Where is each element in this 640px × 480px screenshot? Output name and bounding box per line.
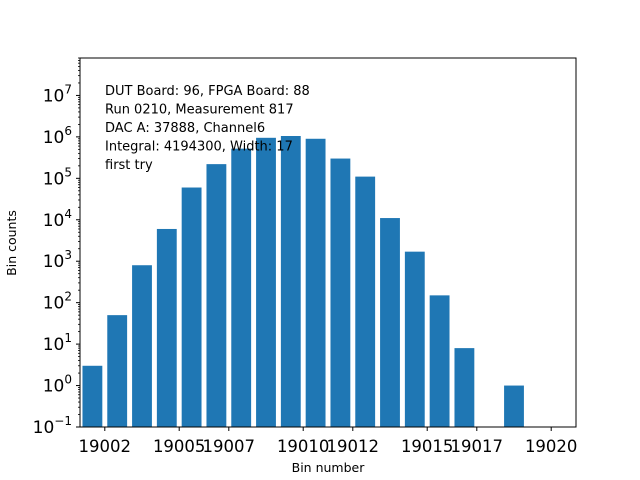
bar-19009 bbox=[280, 136, 301, 427]
y-tick-label: 101 bbox=[43, 331, 72, 355]
bars-group bbox=[82, 136, 524, 428]
y-tick-label: 105 bbox=[43, 165, 72, 189]
bar-19001 bbox=[82, 365, 103, 427]
bar-19007 bbox=[231, 148, 252, 427]
x-tick-label: 19002 bbox=[79, 437, 132, 456]
x-tick-label: 19010 bbox=[277, 437, 330, 456]
y-tick-label: 102 bbox=[43, 290, 72, 314]
y-tick-label: 104 bbox=[43, 207, 72, 231]
x-tick-label: 19012 bbox=[327, 437, 380, 456]
y-tick-label: 103 bbox=[43, 248, 72, 272]
info-line: DUT Board: 96, FPGA Board: 88 bbox=[105, 84, 310, 99]
x-tick-label: 19007 bbox=[203, 437, 256, 456]
x-axis-label: Bin number bbox=[292, 460, 366, 475]
y-axis-ticks: 10−1 100 101 102 103 104 105 106 107 bbox=[33, 82, 80, 438]
x-tick-label: 19005 bbox=[153, 437, 206, 456]
bar-19006 bbox=[206, 164, 227, 427]
x-tick-label: 19015 bbox=[401, 437, 454, 456]
bar-19004 bbox=[156, 228, 177, 427]
x-tick-label: 19017 bbox=[451, 437, 504, 456]
info-line: Run 0210, Measurement 817 bbox=[105, 103, 294, 118]
info-text-box: DUT Board: 96, FPGA Board: 88 Run 0210, M… bbox=[105, 84, 310, 173]
bar-19011 bbox=[330, 158, 351, 428]
x-tick-label: 19020 bbox=[525, 437, 578, 456]
bar-19012 bbox=[355, 176, 376, 427]
bar-19002 bbox=[107, 315, 128, 427]
bar-19003 bbox=[132, 265, 152, 427]
bar-19015 bbox=[429, 295, 450, 427]
bar-19016 bbox=[454, 348, 475, 427]
plot-frame bbox=[79, 57, 577, 428]
y-tick-label: 107 bbox=[43, 82, 72, 106]
y-tick-label: 100 bbox=[43, 373, 72, 397]
bar-19005 bbox=[181, 187, 202, 427]
bar-19018 bbox=[504, 385, 524, 427]
info-line: first try bbox=[105, 158, 153, 173]
y-tick-label: 106 bbox=[43, 124, 72, 148]
bar-19010 bbox=[305, 138, 326, 427]
bar-19014 bbox=[404, 251, 425, 427]
bar-19013 bbox=[380, 218, 400, 427]
bar-19008 bbox=[256, 137, 276, 428]
info-line: Integral: 4194300, Width: 17 bbox=[105, 140, 293, 155]
info-line: DAC A: 37888, Channel6 bbox=[105, 121, 265, 136]
y-tick-label: 10−1 bbox=[33, 414, 72, 438]
y-axis-label: Bin counts bbox=[4, 210, 19, 276]
